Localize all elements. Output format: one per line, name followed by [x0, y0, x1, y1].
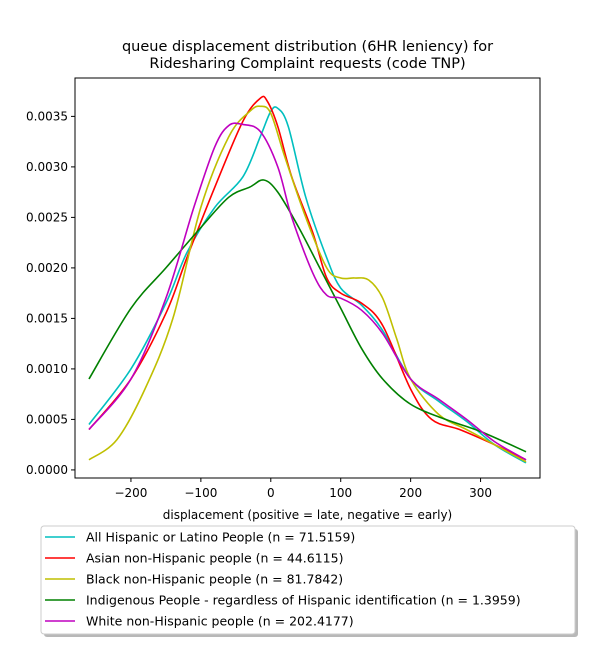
- legend-box: [40, 525, 576, 635]
- series-line-3: [88, 179, 527, 453]
- y-tick-label: 0.0030: [26, 160, 68, 174]
- series-line-0: [88, 106, 527, 464]
- chart-title: queue displacement distribution (6HR len…: [122, 39, 493, 72]
- series-line-4: [88, 122, 527, 461]
- legend: All Hispanic or Latino People (n = 71.51…: [40, 525, 578, 637]
- plot-frame: [74, 77, 541, 479]
- legend-entry-label: All Hispanic or Latino People (n = 71.51…: [86, 530, 355, 545]
- chart-title-line: Ridesharing Complaint requests (code TNP…: [149, 56, 465, 72]
- y-tick-label: 0.0005: [26, 412, 68, 426]
- chart-title-line: queue displacement distribution (6HR len…: [122, 39, 493, 55]
- y-tick-label: 0.0020: [26, 261, 68, 275]
- y-tick-label: 0.0010: [26, 362, 68, 376]
- y-tick-label: 0.0015: [26, 311, 68, 325]
- x-tick-label: −200: [114, 486, 147, 500]
- y-tick-label: 0.0025: [26, 210, 68, 224]
- x-tick-label: 100: [329, 486, 352, 500]
- x-tick-label: 300: [469, 486, 492, 500]
- y-axis: 0.0000 0.0005 0.0010 0.0015 0.0020 0.0025 0.00…: [26, 109, 75, 477]
- series-line-2: [88, 105, 527, 463]
- legend-entry-label: Black non-Hispanic people (n = 81.7842): [86, 572, 343, 587]
- y-tick-label: 0.0000: [26, 463, 68, 477]
- x-axis-label: displacement (positive = late, negative …: [163, 508, 452, 522]
- legend-entry-label: White non-Hispanic people (n = 202.4177): [86, 614, 354, 629]
- x-tick-label: −100: [184, 486, 217, 500]
- series-line-1: [88, 95, 527, 461]
- x-axis: −200 −100 0 100 200 300: [114, 478, 492, 500]
- x-tick-label: 200: [399, 486, 422, 500]
- legend-entry-label: Indigenous People - regardless of Hispan…: [86, 593, 521, 608]
- series-layer: [88, 95, 527, 464]
- legend-entry-label: Asian non-Hispanic people (n = 44.6115): [86, 551, 343, 566]
- x-tick-label: 0: [267, 486, 275, 500]
- y-tick-label: 0.0035: [26, 109, 68, 123]
